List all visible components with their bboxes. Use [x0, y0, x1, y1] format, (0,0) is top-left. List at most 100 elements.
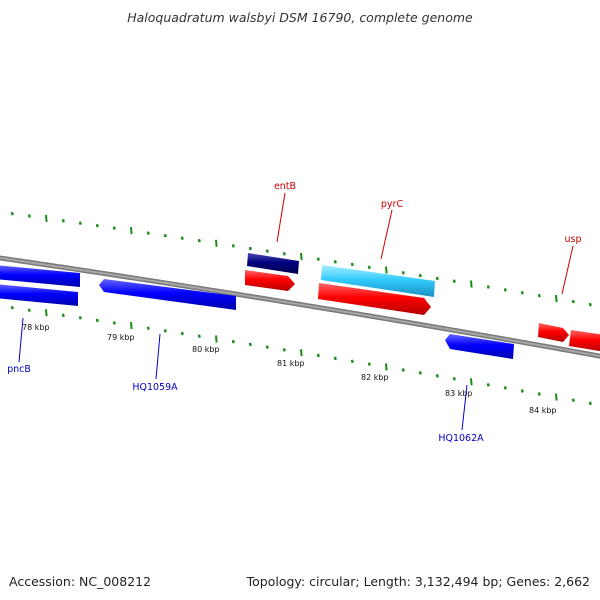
gene-label-hq1059a[interactable]: HQ1059A	[132, 382, 178, 393]
gene-label-hq1062a[interactable]: HQ1062A	[438, 433, 484, 444]
gene-labels: entB pyrC usp pncB HQ1059A HQ1062A	[7, 181, 581, 444]
tick-mark	[248, 246, 252, 251]
tick-mark	[350, 262, 354, 267]
tick-mark	[401, 271, 405, 275]
tick-mark	[571, 299, 575, 304]
tick-mark	[163, 329, 167, 333]
tick-mark	[385, 266, 388, 274]
tick-mark	[215, 335, 218, 343]
gene-pyrc[interactable]	[321, 265, 435, 297]
tick-mark	[520, 291, 524, 295]
tick-mark	[452, 279, 456, 283]
tick-mark	[61, 313, 65, 318]
kbp-label: 80 kbp	[192, 345, 220, 354]
tick-mark	[470, 280, 473, 288]
tick-mark	[571, 398, 575, 402]
tick-mark	[367, 265, 371, 270]
tick-mark	[435, 276, 439, 281]
tick-mark	[231, 244, 235, 248]
tick-mark	[215, 239, 218, 247]
kbp-label: 78 kbp	[22, 323, 50, 332]
tick-mark	[78, 221, 82, 225]
gene-label-entb[interactable]: entB	[274, 181, 296, 192]
lower-tick-row	[10, 305, 592, 406]
gene-entb[interactable]	[247, 253, 299, 274]
tick-mark	[146, 231, 150, 235]
reverse-gene[interactable]	[0, 265, 80, 287]
tick-mark	[282, 252, 286, 256]
tick-mark	[588, 302, 592, 307]
forward-gene[interactable]	[318, 283, 431, 315]
tick-mark	[45, 309, 48, 317]
tick-mark	[265, 345, 269, 349]
tick-mark	[435, 374, 439, 378]
tick-mark	[588, 401, 592, 406]
tick-mark	[27, 214, 31, 218]
kbp-label: 81 kbp	[277, 359, 305, 368]
upper-tick-row	[10, 211, 592, 307]
gene-hq1062a[interactable]	[445, 334, 514, 359]
tick-mark	[45, 214, 48, 222]
tick-mark	[180, 331, 184, 336]
label-leaders	[18, 192, 574, 431]
tick-mark	[316, 257, 320, 261]
tick-mark	[10, 211, 14, 216]
genome-backbone	[0, 255, 600, 359]
accession-text: Accession: NC_008212	[9, 574, 151, 589]
tick-mark	[163, 233, 167, 238]
gene-hq1059a[interactable]	[99, 279, 236, 310]
tick-mark	[180, 236, 184, 240]
kbp-label: 79 kbp	[107, 333, 135, 342]
map-title: Haloquadratum walsbyi DSM 16790, complet…	[127, 10, 473, 25]
tick-mark	[452, 377, 456, 381]
kbp-label: 83 kbp	[445, 389, 473, 398]
reverse-gene[interactable]	[0, 284, 78, 306]
tick-mark	[350, 359, 354, 364]
gene-features	[0, 253, 600, 359]
tick-mark	[248, 342, 252, 347]
gene-label-usp[interactable]: usp	[564, 234, 581, 245]
tick-mark	[520, 389, 524, 393]
tick-mark	[367, 362, 371, 366]
gene-label-pncb[interactable]: pncB	[7, 364, 31, 375]
kbp-label: 84 kbp	[529, 406, 557, 415]
tick-mark	[537, 392, 541, 396]
forward-gene[interactable]	[245, 270, 295, 291]
tick-mark	[503, 288, 507, 292]
tick-mark	[95, 318, 99, 323]
tick-mark	[555, 295, 558, 303]
tick-mark	[385, 363, 388, 371]
tick-mark	[486, 285, 490, 289]
tick-mark	[197, 334, 201, 338]
kbp-labels: 78 kbp 79 kbp 80 kbp 81 kbp 82 kbp 83 kb…	[22, 323, 557, 415]
tick-mark	[537, 293, 541, 298]
tick-mark	[197, 238, 201, 243]
tick-mark	[401, 368, 405, 372]
tick-mark	[300, 349, 303, 357]
tick-mark	[486, 383, 490, 387]
forward-gene[interactable]	[569, 330, 600, 352]
tick-mark	[10, 305, 14, 310]
tick-mark	[333, 260, 337, 264]
tick-mark	[503, 386, 507, 390]
tick-mark	[231, 339, 235, 344]
tick-mark	[418, 371, 422, 375]
gene-usp[interactable]	[538, 323, 569, 342]
tick-mark	[333, 356, 337, 361]
tick-mark	[418, 273, 422, 278]
gene-label-pyrc[interactable]: pyrC	[381, 199, 404, 210]
tick-mark	[112, 226, 116, 230]
tick-mark	[130, 227, 133, 235]
tick-mark	[61, 219, 65, 223]
tick-mark	[282, 348, 286, 352]
tick-mark	[265, 249, 269, 253]
tick-mark	[300, 252, 303, 260]
tick-mark	[78, 316, 82, 320]
kbp-label: 82 kbp	[361, 373, 389, 382]
tick-mark	[27, 308, 31, 312]
genome-summary-text: Topology: circular; Length: 3,132,494 bp…	[246, 574, 590, 589]
tick-mark	[130, 322, 133, 330]
tick-mark	[112, 321, 116, 325]
tick-mark	[146, 326, 150, 330]
